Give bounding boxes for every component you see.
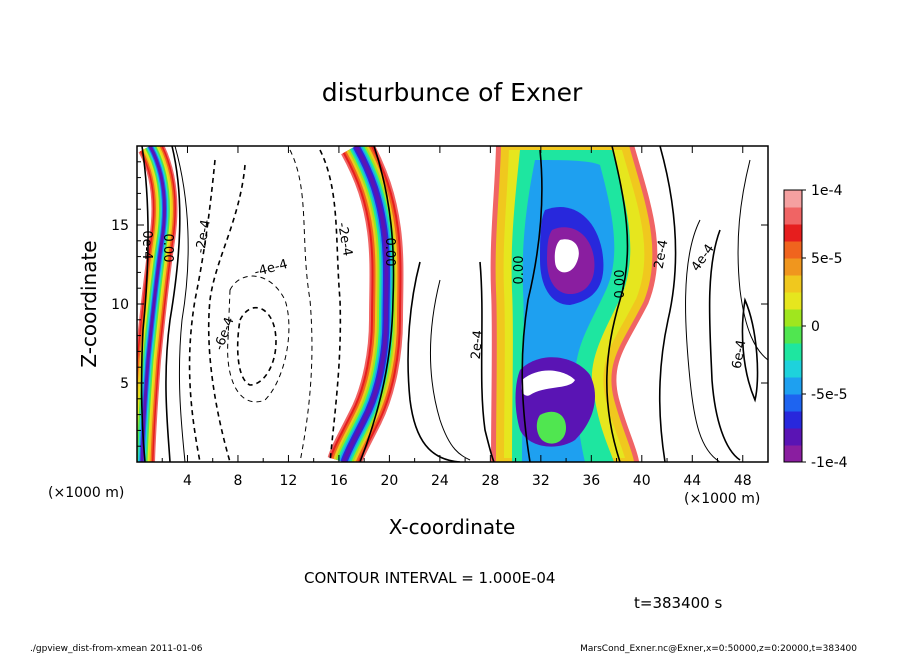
contour-label: 0.00 bbox=[613, 270, 628, 299]
contour-line bbox=[140, 146, 149, 462]
contour-lines bbox=[140, 146, 768, 462]
x-unit-right: (×1000 m) bbox=[684, 491, 760, 507]
x-tick-label: 16 bbox=[330, 473, 348, 489]
colorbar-segment bbox=[784, 343, 802, 361]
colorbar-segment bbox=[784, 224, 802, 242]
contour-line bbox=[236, 306, 277, 386]
mid-band-layer bbox=[342, 146, 389, 462]
contour-label: 2e-4 bbox=[652, 239, 672, 270]
chart-title: disturbunce of Exner bbox=[322, 78, 583, 107]
x-tick-label: 32 bbox=[532, 473, 550, 489]
y-tick-label: 10 bbox=[111, 297, 129, 313]
contour-interval-note: CONTOUR INTERVAL = 1.000E-04 bbox=[304, 569, 555, 587]
contour-line bbox=[188, 159, 216, 462]
colorbar-tick-label: -5e-5 bbox=[811, 387, 848, 403]
colorbar-tick-label: 0 bbox=[811, 319, 820, 335]
colorbar-segment bbox=[784, 326, 802, 344]
x-tick-label: 8 bbox=[233, 473, 242, 489]
x-tick-label: 20 bbox=[380, 473, 398, 489]
contour-label: 0.00 bbox=[160, 234, 175, 263]
x-unit-left: (×1000 m) bbox=[48, 485, 124, 501]
contour-line bbox=[685, 219, 721, 462]
y-tick-label: 5 bbox=[120, 376, 129, 392]
contour-line bbox=[479, 261, 495, 462]
footer-right: MarsCond_Exner.nc@Exner,x=0:50000,z=0:20… bbox=[580, 644, 857, 654]
colorbar-segment bbox=[784, 428, 802, 446]
colorbar-segment bbox=[784, 394, 802, 412]
colorbar-tick-label: 1e-4 bbox=[811, 183, 843, 199]
contour-label: 6e-4 bbox=[730, 339, 750, 370]
contour-label: 0.00 bbox=[512, 256, 527, 285]
plot-frame bbox=[136, 145, 769, 463]
contour-labels: 0e-4 0.00 -2e-4 -4e-4 -6e-4 -2e-4 0.00 2e-4 0.00… bbox=[139, 218, 749, 370]
contour-label: -2e-4 bbox=[193, 218, 214, 254]
x-axis: 4 8 12 16 20 24 28 32 36 40 44 48 bbox=[161, 146, 752, 489]
colorbar-segment bbox=[784, 258, 802, 276]
x-tick-label: 12 bbox=[280, 473, 298, 489]
contour-line bbox=[319, 149, 342, 462]
plot-area bbox=[137, 146, 768, 462]
x-tick-label: 24 bbox=[431, 473, 449, 489]
contour-label: -4e-4 bbox=[253, 257, 290, 280]
color-fill-bands bbox=[137, 146, 658, 462]
colorbar-segment bbox=[784, 411, 802, 429]
contour-line bbox=[708, 229, 741, 461]
colorbar-segment bbox=[784, 275, 802, 293]
x-tick-label: 36 bbox=[582, 473, 600, 489]
y-axis: 5 10 15 bbox=[111, 161, 768, 447]
right-region-green-spot bbox=[536, 411, 566, 444]
colorbar-segment bbox=[784, 207, 802, 225]
x-tick-label: 44 bbox=[683, 473, 701, 489]
time-label: t=383400 s bbox=[634, 594, 722, 612]
contour-label: -2e-4 bbox=[334, 221, 355, 257]
x-tick-label: 48 bbox=[734, 473, 752, 489]
left-band-layer bbox=[140, 146, 167, 462]
colorbar-segment bbox=[784, 360, 802, 378]
x-tick-label: 40 bbox=[633, 473, 651, 489]
contour-line bbox=[165, 146, 181, 462]
contour-line bbox=[289, 149, 313, 462]
contour-line bbox=[207, 164, 246, 462]
colorbar-tick-label: 5e-5 bbox=[811, 251, 842, 267]
right-region-hole bbox=[554, 239, 579, 273]
contour-line bbox=[359, 146, 395, 462]
contour-label: 0.00 bbox=[382, 238, 397, 267]
colorbar-segment bbox=[784, 190, 802, 208]
x-tick-label: 4 bbox=[183, 473, 192, 489]
colorbar: 1e-4 5e-5 0 -5e-5 -1e-4 bbox=[783, 183, 848, 471]
contour-line bbox=[407, 261, 461, 462]
contour-line bbox=[737, 159, 768, 361]
contour-line bbox=[521, 149, 543, 462]
right-region-lower-hole bbox=[521, 370, 575, 396]
colorbar-segment bbox=[784, 309, 802, 327]
x-axis-title: X-coordinate bbox=[389, 515, 516, 539]
y-tick-label: 15 bbox=[111, 218, 129, 234]
colorbar-segment bbox=[784, 292, 802, 310]
colorbar-segment bbox=[784, 445, 802, 463]
contour-line bbox=[227, 275, 290, 403]
colorbar-segment bbox=[784, 241, 802, 259]
colorbar-tick-label: -1e-4 bbox=[811, 455, 848, 471]
contour-line bbox=[606, 146, 629, 462]
contour-line bbox=[430, 279, 471, 461]
contour-label: 2e-4 bbox=[469, 329, 486, 359]
contour-label: -6e-4 bbox=[212, 315, 238, 352]
footer-left: ./gpview_dist-from-xmean 2011-01-06 bbox=[30, 644, 203, 654]
contour-line bbox=[174, 146, 189, 462]
contour-line bbox=[741, 297, 759, 403]
y-axis-title: Z-coordinate bbox=[77, 240, 101, 367]
x-tick-label: 28 bbox=[481, 473, 499, 489]
colorbar-segment bbox=[784, 377, 802, 395]
contour-label: 0e-4 bbox=[139, 230, 154, 259]
contour-line bbox=[658, 146, 677, 462]
